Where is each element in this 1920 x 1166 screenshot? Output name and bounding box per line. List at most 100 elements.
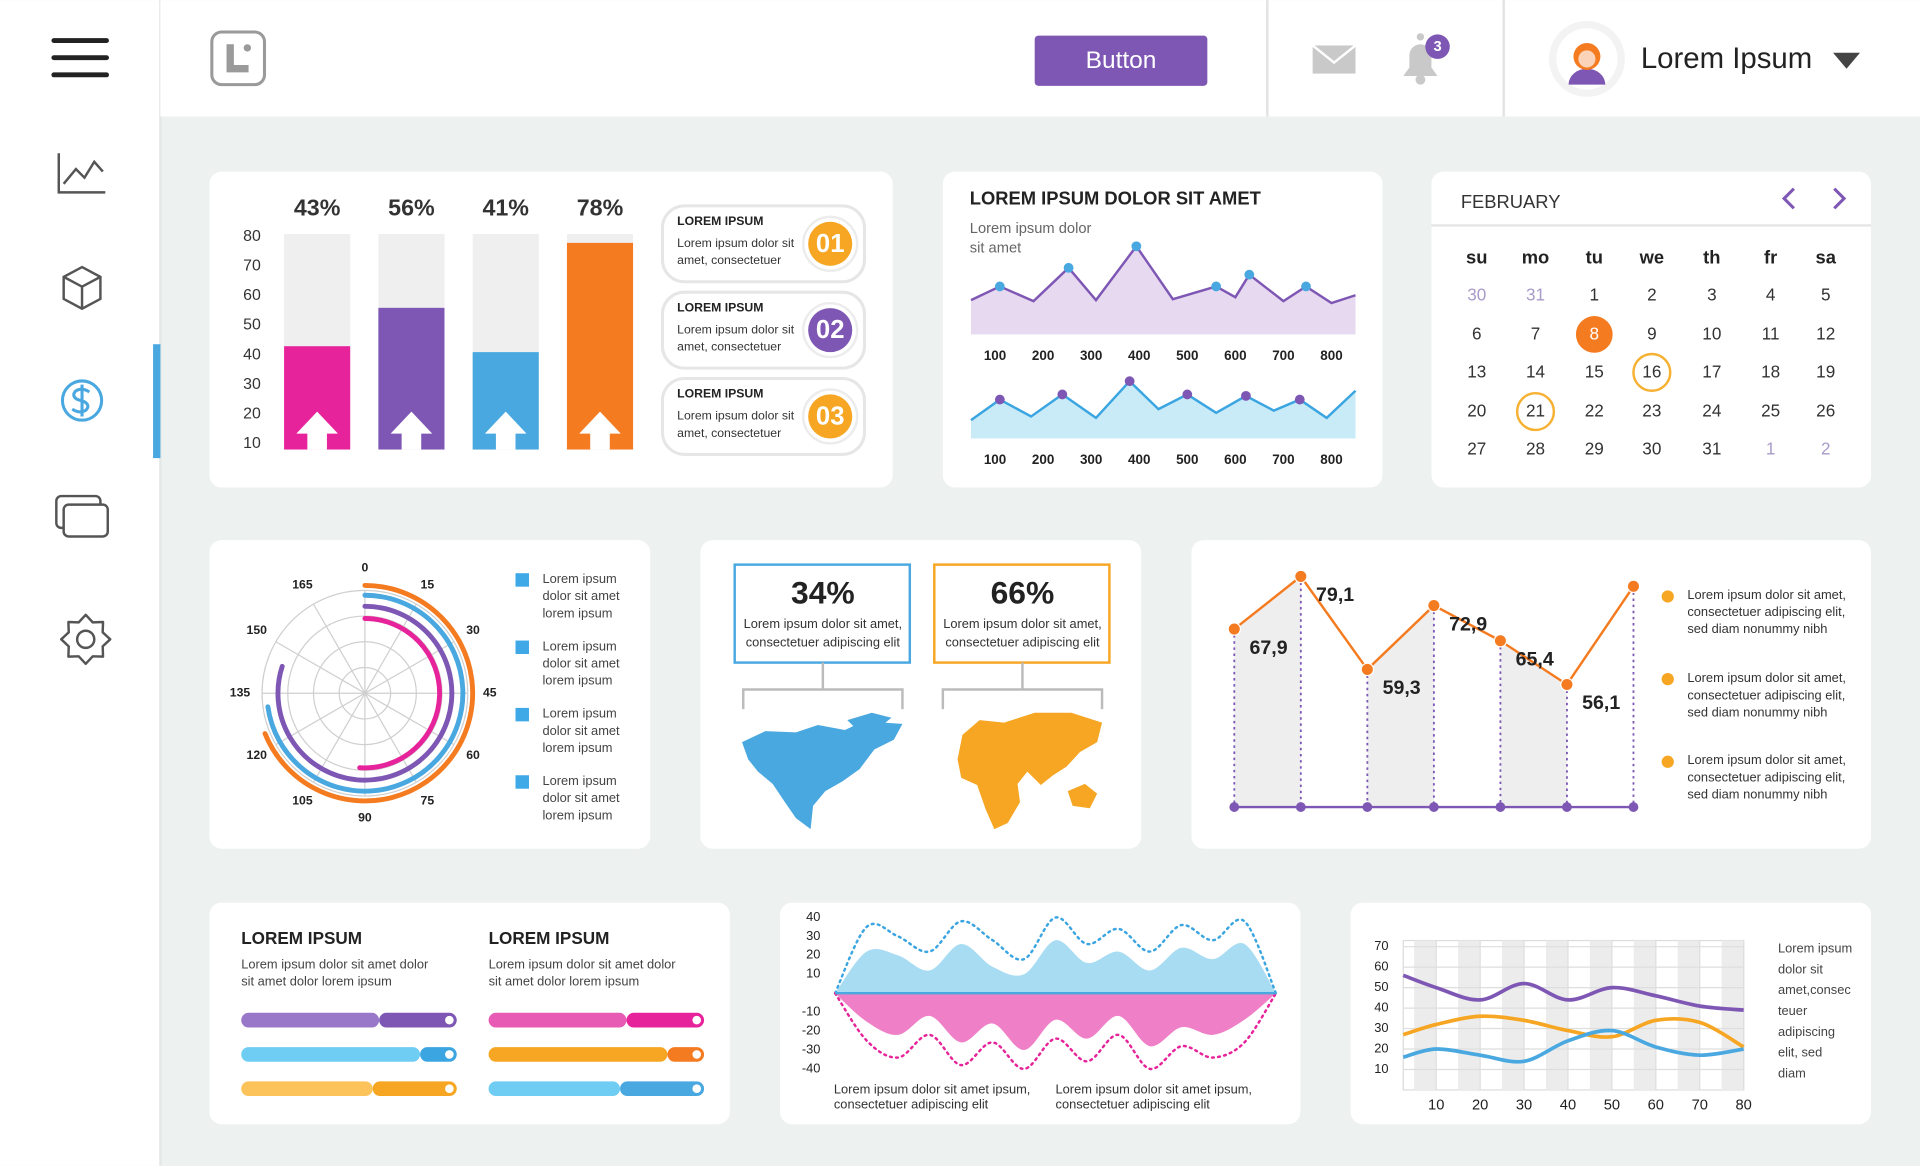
progress-knob — [692, 1015, 702, 1025]
nav-dollar-icon[interactable] — [60, 379, 104, 422]
baseline-point — [1229, 802, 1240, 812]
y-tick-label: 10 — [806, 966, 820, 981]
badge-label: 01 — [816, 230, 845, 258]
note-line: amet,consec — [1778, 982, 1851, 997]
progress-segment — [488, 1047, 668, 1062]
calendar-weekday: su — [1466, 246, 1487, 267]
note-text-box: Lorem ipsum dolor sit amet, consectetuer… — [1687, 753, 1846, 803]
calendar-day: 1 — [1590, 284, 1600, 304]
calendar-day: 8 — [1590, 324, 1600, 344]
nav-settings-icon[interactable] — [60, 613, 112, 666]
bar-value-label: 41% — [482, 195, 529, 221]
dropdown-arrow[interactable] — [1833, 52, 1860, 69]
x-tick-label: 300 — [1080, 348, 1102, 363]
value-label: 67,9 — [1250, 637, 1288, 659]
x-tick-label: 600 — [1224, 348, 1246, 363]
logo[interactable] — [210, 30, 267, 87]
calendar-day: 10 — [1702, 324, 1721, 344]
logo-dot — [243, 44, 252, 52]
calendar-day: 31 — [1702, 439, 1721, 459]
legend-swatch — [515, 707, 529, 722]
calendar-day: 19 — [1816, 362, 1835, 382]
y-tick-label: 50 — [1374, 979, 1388, 994]
calendar-day: 11 — [1762, 324, 1780, 344]
badge — [808, 394, 853, 439]
grid-band — [1545, 940, 1568, 1090]
value-label: 56,1 — [1582, 692, 1620, 714]
badge-label: 02 — [816, 316, 845, 344]
calendar-day: 2 — [1647, 284, 1657, 304]
note-text: Lorem ipsum dolor sit amet, consectetuer… — [1687, 587, 1846, 637]
progress-title: LOREM IPSUM — [241, 928, 362, 948]
area-marker — [994, 281, 1005, 292]
radial-tick-label: 120 — [247, 748, 268, 762]
x-tick-label: 60 — [1648, 1098, 1664, 1114]
calendar-weekday: fr — [1764, 246, 1777, 267]
y-tick-label: 10 — [243, 435, 261, 452]
calendar-day: 16 — [1642, 362, 1661, 382]
note-text-box: Lorem ipsum dolor sit amet, consectetuer… — [1687, 670, 1846, 720]
calendar-weekday: mo — [1522, 246, 1550, 267]
note-text-box: Lorem ipsum dolor sit amet, consectetuer… — [1687, 587, 1846, 637]
area-marker — [1241, 391, 1251, 401]
note-line: diam — [1778, 1065, 1806, 1080]
value-label: 72,9 — [1449, 613, 1487, 635]
legend-text: amet, consectetuer — [677, 253, 781, 267]
bar-arrow — [390, 411, 433, 450]
area-marker — [1063, 262, 1074, 273]
x-tick-label: 200 — [1032, 348, 1054, 363]
calendar-day: 12 — [1816, 324, 1835, 344]
calendar-day: 3 — [1707, 284, 1717, 304]
badge-label: 03 — [816, 402, 845, 430]
progress-segment — [379, 1012, 457, 1028]
baseline-point — [1295, 802, 1306, 812]
x-tick-label: 800 — [1320, 452, 1342, 467]
calendar-day: 9 — [1647, 324, 1657, 344]
calendar-day: 6 — [1472, 324, 1482, 344]
button[interactable] — [1034, 35, 1208, 86]
grid-band — [1502, 940, 1525, 1090]
calendar-day: 31 — [1526, 284, 1545, 304]
x-tick-label: 50 — [1604, 1098, 1620, 1114]
nav-chart-icon[interactable] — [57, 153, 106, 194]
area-marker — [1124, 376, 1135, 387]
x-tick-label: 100 — [984, 452, 1006, 467]
calendar-day: 30 — [1467, 284, 1486, 304]
bar-arrow — [484, 411, 527, 450]
area-marker — [1301, 281, 1311, 292]
baseline-point — [1628, 802, 1639, 812]
progress-segment — [241, 1047, 421, 1062]
nav-active-indicator — [153, 344, 161, 459]
x-tick-label: 30 — [1516, 1098, 1532, 1114]
area-fill — [971, 381, 1356, 439]
nav-cards-icon-front — [62, 503, 109, 538]
stat-text: Lorem ipsum dolor sit amet, — [744, 616, 902, 631]
note-dot — [1661, 755, 1674, 768]
stat-value: 66% — [991, 575, 1055, 611]
stat-value: 34% — [791, 575, 855, 611]
note-text: Lorem ipsum dolor sit amet, consectetuer… — [1687, 753, 1846, 803]
calendar-day: 17 — [1702, 362, 1721, 382]
chart-title: LOREM IPSUM DOLOR SIT AMET — [970, 188, 1262, 209]
card — [209, 902, 730, 1125]
calendar-day: 5 — [1821, 284, 1831, 304]
notification-badge — [1425, 34, 1450, 59]
note-text: Lorem ipsum dolor sit amet, consectetuer… — [1687, 670, 1846, 720]
stat-bracket — [941, 688, 1104, 710]
calendar-day: 25 — [1761, 401, 1780, 421]
radial-tick-label: 15 — [421, 577, 435, 591]
note-line: elit, sed — [1778, 1045, 1822, 1060]
bell-clapper — [1415, 74, 1426, 85]
x-tick-label: 80 — [1736, 1098, 1752, 1114]
bar-arrow — [579, 411, 621, 450]
legend-swatch — [515, 775, 529, 789]
y-tick-label: 50 — [243, 317, 261, 334]
calendar-prev[interactable] — [1781, 187, 1795, 210]
radial-tick-label: 0 — [361, 561, 368, 575]
radial-spoke — [312, 603, 366, 694]
area-marker — [1057, 389, 1068, 400]
area-marker — [1211, 281, 1222, 292]
bar-value-label: 56% — [388, 195, 435, 221]
calendar-next[interactable] — [1833, 187, 1847, 210]
